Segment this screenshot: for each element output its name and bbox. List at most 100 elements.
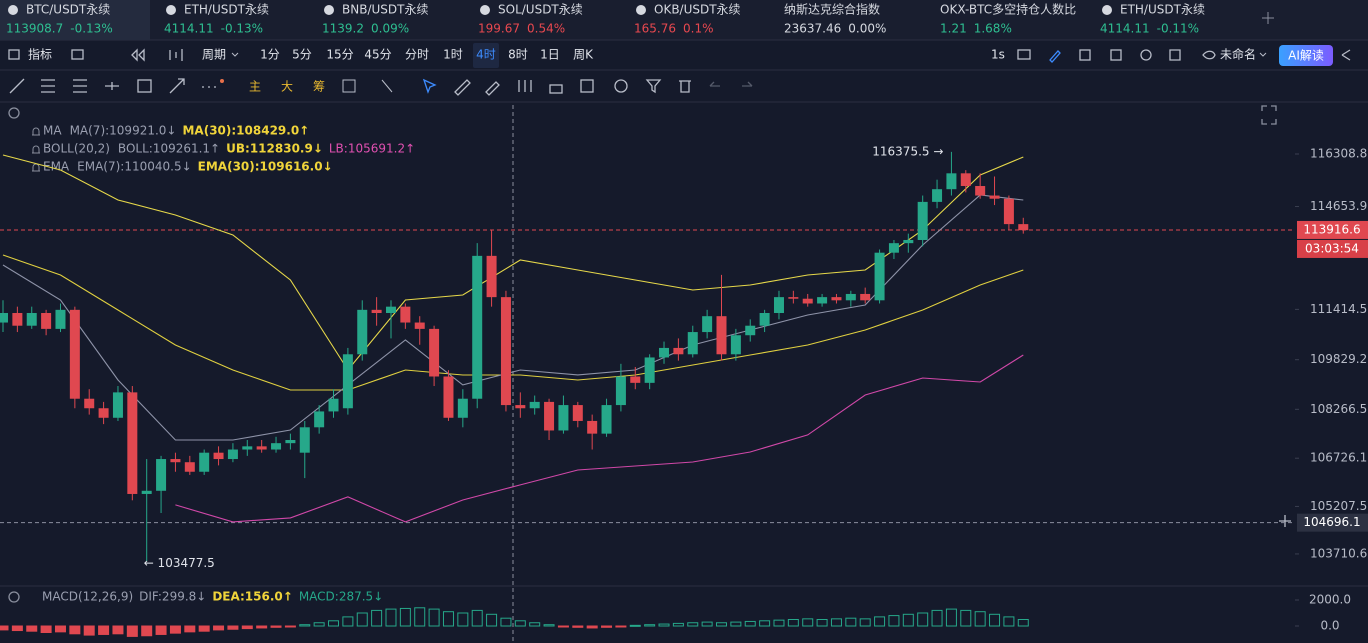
magnet-tool[interactable] <box>518 80 532 92</box>
ticker-name[interactable]: SOL/USDT永续 <box>498 3 583 17</box>
candle-body <box>472 255 483 399</box>
crosshair-add[interactable] <box>1279 515 1291 527</box>
draw-tool[interactable]: 主 <box>249 80 261 94</box>
add-tab-icon[interactable] <box>1262 12 1274 24</box>
period-tab[interactable]: 15分 <box>326 48 353 62</box>
undo[interactable] <box>709 81 720 87</box>
window-icon[interactable] <box>1110 49 1122 61</box>
period-tab[interactable]: 4时 <box>476 48 496 62</box>
lock-tool[interactable] <box>549 84 563 94</box>
ticker-name[interactable]: OKB/USDT永续 <box>654 3 741 17</box>
candle-body <box>630 376 641 383</box>
macd-bar <box>629 624 641 627</box>
settings-icon[interactable] <box>1140 49 1152 61</box>
candle-body <box>55 309 66 329</box>
active-period-bg <box>473 43 499 68</box>
dot <box>220 79 224 83</box>
tool-icon[interactable] <box>342 79 393 93</box>
line-tool[interactable] <box>9 78 25 94</box>
candle-body <box>788 297 799 299</box>
candle-body <box>170 459 181 463</box>
candle-body <box>975 186 986 196</box>
link-tool[interactable] <box>614 79 628 93</box>
macd-bar <box>529 622 541 627</box>
coin-icon <box>8 5 18 15</box>
ticker-change: 0.54% <box>527 22 565 36</box>
period-tab[interactable]: 45分 <box>364 48 391 62</box>
period-button[interactable]: 周期 <box>202 48 226 62</box>
filter-tool[interactable] <box>645 79 662 94</box>
macd-bar <box>572 625 584 628</box>
ruler-tool[interactable] <box>454 79 471 96</box>
layout-icon[interactable] <box>1079 49 1091 61</box>
period-tab[interactable]: 1时 <box>443 48 463 62</box>
price-tag-label: 113916.6 <box>1303 222 1360 236</box>
fullscreen-icon[interactable] <box>1169 49 1181 61</box>
ai-button-bg[interactable] <box>1279 45 1333 66</box>
bars-icon[interactable] <box>169 49 183 61</box>
ticker-name[interactable]: OKX-BTC多空持仓人数比 <box>940 2 1076 17</box>
period-tab[interactable]: 1日 <box>540 48 560 62</box>
fib-tool[interactable] <box>73 79 87 93</box>
active-tab[interactable] <box>0 0 150 40</box>
draw-tool[interactable]: 筹 <box>313 80 325 94</box>
template-icon[interactable] <box>71 49 84 60</box>
eye-icon[interactable] <box>1202 50 1216 60</box>
bell-icon <box>32 127 40 136</box>
candle-body <box>98 408 109 418</box>
delete-tool[interactable] <box>679 80 691 93</box>
collapse-icon[interactable] <box>8 107 20 119</box>
high-annotation: 116375.5 → <box>872 144 943 158</box>
rect-tool[interactable] <box>137 79 152 93</box>
collapse-icon[interactable] <box>8 591 20 603</box>
period-tab[interactable]: 分时 <box>405 48 429 62</box>
brush-tool[interactable] <box>485 81 500 96</box>
share-icon[interactable] <box>1341 49 1351 61</box>
period-tab[interactable]: 8时 <box>508 48 528 62</box>
candle-body <box>773 297 784 314</box>
ai-button[interactable]: AI解读 <box>1288 49 1324 63</box>
ticker-name[interactable]: ETH/USDT永续 <box>1120 3 1205 17</box>
period-tab[interactable]: 5分 <box>292 48 312 62</box>
legend-item: UB:112830.9↓ <box>226 142 323 156</box>
macd-bar <box>816 618 828 627</box>
ticker-name[interactable]: 纳斯达克综合指数 <box>784 2 880 17</box>
cursor-tool[interactable] <box>422 78 437 94</box>
macd-bar <box>328 620 340 627</box>
hide-tool[interactable] <box>580 79 594 93</box>
legend-name: EMA <box>43 160 70 174</box>
arrow-tool[interactable] <box>169 78 185 94</box>
macd-bar <box>414 607 426 627</box>
candle-body <box>112 392 123 418</box>
ticker-name[interactable]: ETH/USDT永续 <box>184 3 269 17</box>
period-tab[interactable]: 周K <box>573 48 594 62</box>
ticker-name[interactable]: BTC/USDT永续 <box>26 3 110 17</box>
candle-body <box>156 459 167 491</box>
replay-icon[interactable] <box>131 48 145 62</box>
channel-tool[interactable] <box>41 79 55 93</box>
low-annotation: ← 103477.5 <box>144 556 215 570</box>
interval-seconds[interactable]: 1s <box>991 48 1005 62</box>
candle-body <box>601 405 612 434</box>
camera-icon[interactable] <box>1017 49 1031 60</box>
candle-body <box>213 452 224 460</box>
indicator-button[interactable]: 指标 <box>28 47 52 62</box>
macd-bar <box>198 625 210 632</box>
macd-bar <box>184 625 196 633</box>
expand-icon[interactable] <box>1261 105 1277 125</box>
period-tab[interactable]: 1分 <box>260 48 280 62</box>
macd-bar <box>601 625 613 628</box>
indicator-icon[interactable] <box>8 49 20 60</box>
draw-tool[interactable]: 大 <box>281 80 293 94</box>
ticker-name[interactable]: BNB/USDT永续 <box>342 3 428 17</box>
macd-bar <box>54 625 66 633</box>
layout-name[interactable]: 未命名 <box>1220 47 1256 62</box>
redo[interactable] <box>742 81 753 87</box>
pen-icon[interactable] <box>1049 50 1061 63</box>
macd-bar <box>141 625 153 637</box>
macd-bar <box>442 611 454 627</box>
hline-tool[interactable] <box>105 82 119 90</box>
candle-body <box>256 446 267 450</box>
